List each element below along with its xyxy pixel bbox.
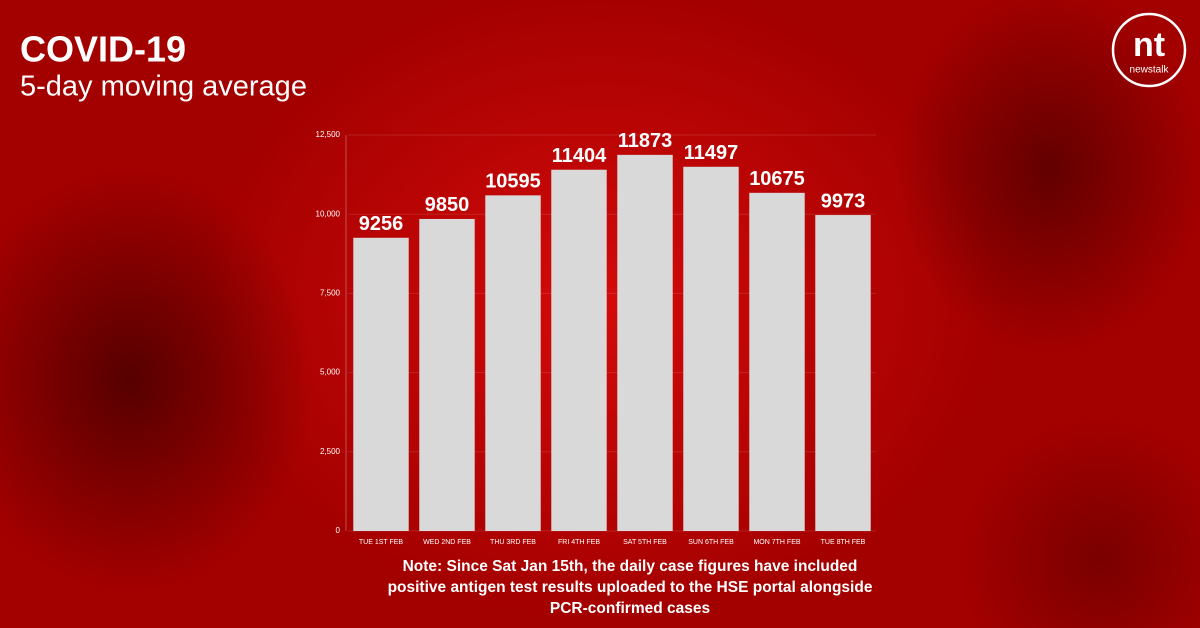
y-tick-label: 2,500: [320, 447, 341, 456]
value-label: 9973: [821, 190, 866, 212]
y-tick-label: 0: [336, 526, 341, 535]
y-tick-label: 10,000: [316, 209, 341, 218]
value-label: 10595: [485, 171, 541, 193]
x-tick-label: SAT 5TH FEB: [623, 539, 667, 546]
chart-title: COVID-19: [20, 29, 186, 70]
x-tick-label: TUE 8TH FEB: [821, 539, 866, 546]
chart-subtitle: 5-day moving average: [20, 71, 307, 103]
x-tick-label: SUN 6TH FEB: [688, 539, 734, 546]
bar: [353, 237, 409, 532]
annotation: Note: Since Sat Jan 15th, the daily case…: [387, 558, 873, 617]
bar: [419, 218, 475, 531]
x-tick-label: THU 3RD FEB: [490, 539, 536, 546]
x-tick-label: WED 2ND FEB: [423, 539, 471, 546]
value-label: 9850: [425, 194, 470, 216]
x-tick-label: TUE 1ST FEB: [359, 539, 404, 546]
logo-wordmark: newstalk: [1130, 65, 1170, 76]
logo-ring: [1111, 12, 1187, 88]
y-tick-label: 12,500: [316, 130, 341, 139]
bar: [683, 166, 739, 532]
bar: [551, 169, 607, 531]
value-label: 9256: [359, 213, 404, 235]
y-tick-label: 7,500: [320, 289, 341, 298]
x-tick-label: FRI 4TH FEB: [558, 539, 600, 546]
logo-mark: nt: [1133, 26, 1165, 64]
bar: [617, 154, 673, 532]
value-label: 11873: [618, 130, 673, 152]
value-label: 10675: [749, 168, 805, 190]
value-label: 11497: [684, 142, 739, 164]
value-label: 11404: [552, 145, 607, 167]
bar: [815, 215, 871, 531]
y-tick-label: 5,000: [320, 368, 341, 377]
x-tick-label: MON 7TH FEB: [753, 539, 800, 546]
bar: [749, 192, 805, 532]
bar: [485, 195, 541, 531]
